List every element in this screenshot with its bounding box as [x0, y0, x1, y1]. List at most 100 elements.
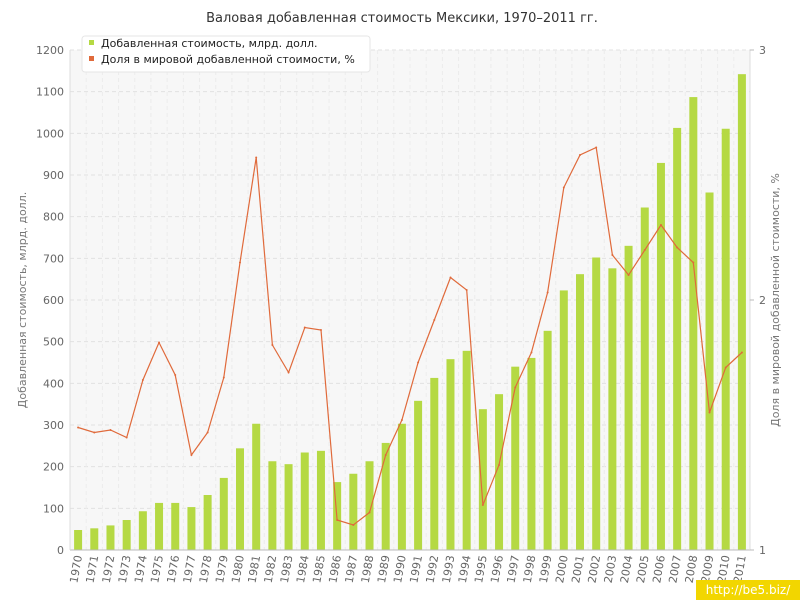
line-point [579, 154, 581, 156]
y2-axis-title: Доля в мировой добавленной стоимости, % [769, 173, 782, 427]
x-tick-label: 1979 [213, 554, 231, 584]
line-point [239, 261, 241, 264]
bar [74, 530, 83, 550]
line-point [303, 326, 306, 329]
x-tick-label: 1981 [245, 554, 263, 584]
bar [495, 394, 504, 550]
bar [381, 442, 390, 550]
y2-tick-label: 2 [759, 294, 766, 307]
x-tick-label: 1996 [488, 554, 506, 584]
bar [737, 74, 746, 551]
x-tick-label: 1984 [294, 554, 312, 584]
bar [252, 423, 261, 550]
bar [171, 502, 180, 550]
x-tick-label: 2004 [618, 554, 636, 584]
bar [236, 448, 244, 550]
watermark: http://be5.biz/ [696, 580, 800, 600]
bar [316, 450, 325, 550]
line-point [109, 429, 112, 431]
bar [559, 290, 568, 550]
line-point [562, 186, 565, 189]
bar [300, 452, 309, 550]
x-tick-label: 1977 [181, 554, 199, 584]
bar [462, 350, 471, 550]
bar [673, 127, 682, 551]
line-point [125, 436, 128, 439]
bar [656, 162, 665, 550]
line-point [514, 386, 517, 389]
bar [527, 357, 536, 550]
x-tick-label: 2002 [585, 554, 603, 584]
legend-swatch-line [89, 56, 94, 61]
chart-title: Валовая добавленная стоимость Мексики, 1… [206, 11, 598, 26]
y2-tick-label: 1 [759, 544, 766, 557]
bar [219, 477, 228, 550]
y-tick-label: 800 [43, 211, 64, 224]
line-point [222, 376, 225, 379]
bar [122, 520, 131, 550]
x-tick-label: 2010 [715, 554, 733, 584]
x-tick-label: 1972 [100, 554, 118, 584]
bar [349, 473, 358, 550]
line-point [336, 519, 339, 521]
x-tick-label: 2000 [553, 554, 571, 584]
y-tick-label: 400 [43, 377, 64, 390]
x-tick-label: 1997 [505, 554, 523, 584]
line-point [433, 319, 436, 321]
line-point [676, 246, 679, 249]
bar [155, 502, 164, 550]
bar [592, 257, 601, 550]
bar [90, 528, 99, 550]
x-tick-label: 1987 [343, 554, 361, 584]
x-tick-label: 1973 [116, 554, 134, 584]
line-point [271, 344, 274, 346]
legend: Добавленная стоимость, млрд. долл. Доля … [81, 35, 371, 73]
x-tick-label: 1986 [326, 554, 344, 584]
x-tick-label: 1995 [472, 554, 490, 584]
line-point [465, 289, 468, 291]
x-tick-label: 1976 [165, 554, 183, 584]
line-point [77, 426, 80, 429]
bar [446, 359, 455, 550]
legend-label-bars: Добавленная стоимость, млрд. долл. [101, 37, 317, 50]
line-point [611, 254, 614, 256]
y-tick-label: 200 [43, 461, 64, 474]
legend-label-line: Доля в мировой добавленной стоимости, % [101, 53, 355, 66]
line-point [659, 224, 662, 226]
y2-axis-ticks: 1 2 3 [750, 44, 766, 557]
line-point [93, 431, 96, 434]
line-point [141, 379, 144, 381]
line-point [627, 274, 630, 276]
bar [187, 507, 196, 550]
x-tick-label: 1975 [148, 554, 166, 584]
x-tick-label: 2005 [634, 554, 652, 584]
bar [430, 377, 439, 550]
x-tick-label: 2011 [731, 554, 749, 584]
x-axis-ticks: 1970197119721973197419751976197719781979… [67, 554, 748, 584]
x-tick-label: 2008 [683, 554, 701, 584]
x-tick-label: 2006 [650, 554, 668, 584]
line-point [530, 351, 533, 354]
y-axis-ticks: 0 100 200 300 400 500 600 700 800 900 1000 1100 1200 [36, 44, 64, 557]
x-tick-label: 1989 [375, 554, 393, 584]
bar [284, 464, 293, 550]
line-point [708, 411, 711, 414]
x-tick-label: 1982 [262, 554, 280, 584]
y-tick-label: 0 [57, 544, 64, 557]
bar [478, 409, 487, 550]
bar [414, 400, 423, 550]
y-tick-label: 300 [43, 419, 64, 432]
line-point [206, 431, 209, 434]
bar [203, 495, 212, 550]
line-point [158, 341, 161, 344]
y-tick-label: 1000 [36, 127, 64, 140]
line-point [546, 291, 549, 294]
x-tick-label: 1971 [84, 554, 102, 584]
line-point [417, 361, 420, 364]
y-axis-title: Добавленная стоимость, млрд. долл. [16, 192, 29, 408]
x-tick-label: 1992 [424, 554, 442, 584]
x-tick-label: 1985 [310, 554, 328, 584]
grid [69, 49, 751, 551]
x-tick-label: 1974 [132, 554, 150, 584]
bar [721, 128, 730, 550]
